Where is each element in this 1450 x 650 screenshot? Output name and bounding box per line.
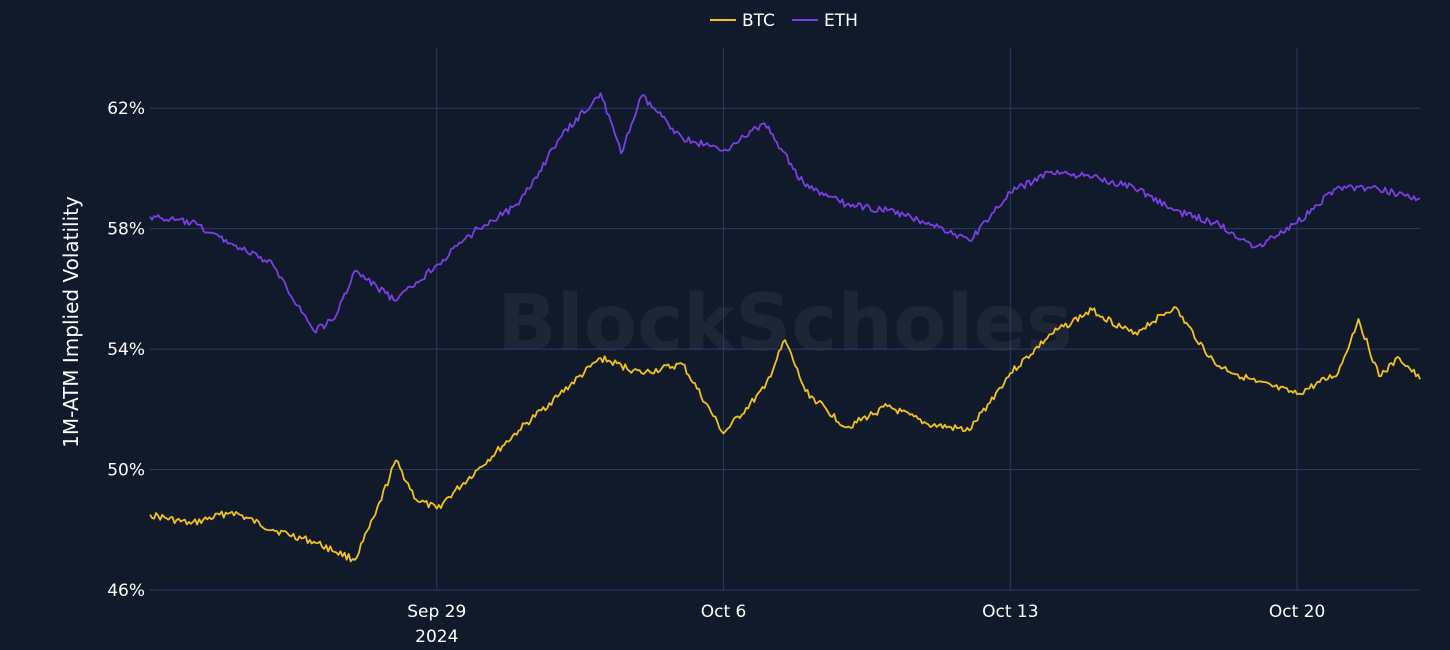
series-line-eth xyxy=(149,92,1421,334)
x-tick-label: Oct 20 xyxy=(1269,602,1325,622)
grid xyxy=(150,48,1420,591)
series-line-btc xyxy=(149,306,1421,563)
x-tick-year-label: 2024 xyxy=(415,627,458,647)
x-tick-label: Oct 6 xyxy=(701,602,747,622)
legend-label-btc: BTC xyxy=(742,11,775,31)
legend[interactable]: BTC ETH xyxy=(710,11,858,31)
y-tick-label: 54% xyxy=(107,340,145,360)
legend-item-btc[interactable]: BTC xyxy=(710,11,775,31)
x-tick-label: Oct 13 xyxy=(982,602,1038,622)
y-tick-label: 58% xyxy=(107,220,145,240)
y-axis-title: 1M-ATM Implied Volatility xyxy=(59,196,83,448)
y-tick-label: 46% xyxy=(107,581,145,601)
watermark: BlockScholes xyxy=(497,279,1072,369)
axes: 46% 50% 54% 58% 62% Sep 29 2024 Oct 6 Oct 13 Oct … xyxy=(107,99,1325,647)
series-lines xyxy=(149,92,1421,563)
legend-label-eth: ETH xyxy=(824,11,858,31)
y-tick-label: 50% xyxy=(107,461,145,481)
y-tick-label: 62% xyxy=(107,99,145,119)
legend-item-eth[interactable]: ETH xyxy=(792,11,858,31)
x-tick-label: Sep 29 xyxy=(407,602,466,622)
